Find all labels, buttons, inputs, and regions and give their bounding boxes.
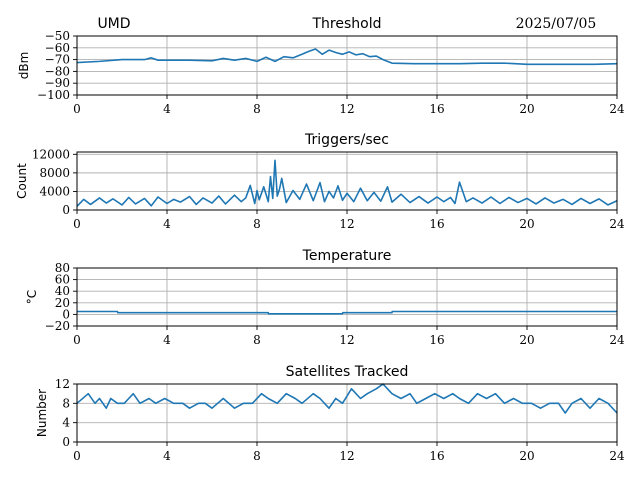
x-tick-label: 24 [609,333,625,347]
panel-satellites: 0 4 8 12 16 20 24 0 4 8 12 Satellites Tracked Number [35,364,625,463]
satellites-title: Satellites Tracked [286,364,409,380]
y-tick-label: 0 [62,307,70,321]
x-tick-label: 8 [253,217,261,231]
triggers-series-line [76,159,618,207]
x-tick-label: 4 [163,102,171,116]
x-tick-label: 4 [163,217,171,231]
satellites-series-line [76,383,618,414]
y-tick-label: −90 [45,76,70,90]
temperature-title: Temperature [302,248,392,264]
threshold-series-line [76,48,618,66]
triggers-title: Triggers/sec [304,132,389,148]
y-tick-label: 0 [62,203,70,217]
x-tick-label: 0 [73,333,81,347]
site-label: UMD [97,16,130,32]
x-tick-label: 24 [609,449,625,463]
panel-threshold: 0 4 8 12 16 20 24 −50−60−70−80−90−100 Threshold d… [17,16,625,116]
x-tick-label: 16 [429,333,444,347]
x-tick-label: 24 [609,217,625,231]
x-tick-label: 20 [519,102,534,116]
y-tick-label: −80 [45,64,70,78]
y-tick-label: 40 [55,284,70,298]
y-tick-label: 60 [55,273,70,287]
x-tick-label: 4 [163,333,171,347]
triggers-ylabel: Count [15,163,29,199]
x-tick-label: 8 [253,449,261,463]
x-tick-label: 12 [339,217,354,231]
x-tick-label: 16 [429,217,444,231]
y-tick-label: −100 [37,88,70,102]
y-tick-label: 4 [62,416,70,430]
threshold-title: Threshold [312,16,382,32]
y-tick-label: 0 [62,435,70,449]
x-tick-label: 0 [73,449,81,463]
x-tick-label: 20 [519,449,534,463]
x-tick-label: 20 [519,217,534,231]
y-tick-label: 12 [55,377,70,391]
y-tick-label: −70 [45,53,70,67]
temperature-series-line [77,310,617,315]
y-tick-label: −50 [45,29,70,43]
x-tick-label: 8 [253,102,261,116]
x-tick-label: 16 [429,102,444,116]
x-tick-label: 12 [339,333,354,347]
y-tick-label: 8000 [39,166,70,180]
panel-triggers: 0 4 8 12 16 20 24 0 4000 8000 12000 Triggers/sec Cou… [15,132,625,231]
y-tick-label: 20 [55,296,70,310]
x-tick-label: 20 [519,333,534,347]
y-tick-label: −20 [45,319,70,333]
x-tick-label: 24 [609,102,625,116]
x-tick-label: 0 [73,102,81,116]
date-label: 2025/07/05 [516,16,597,32]
satellites-ylabel: Number [35,389,49,437]
x-tick-label: 8 [253,333,261,347]
x-tick-label: 12 [339,102,354,116]
x-tick-label: 4 [163,449,171,463]
x-tick-label: 0 [73,217,81,231]
x-tick-label: 12 [339,449,354,463]
x-tick-label: 16 [429,449,444,463]
y-tick-label: −60 [45,41,70,55]
y-tick-label: 12000 [32,147,70,161]
y-tick-label: 80 [55,261,70,275]
threshold-ylabel: dBm [17,52,31,80]
y-tick-label: 8 [62,396,70,410]
y-tick-label: 4000 [39,184,70,198]
temperature-ylabel: °C [25,290,39,304]
